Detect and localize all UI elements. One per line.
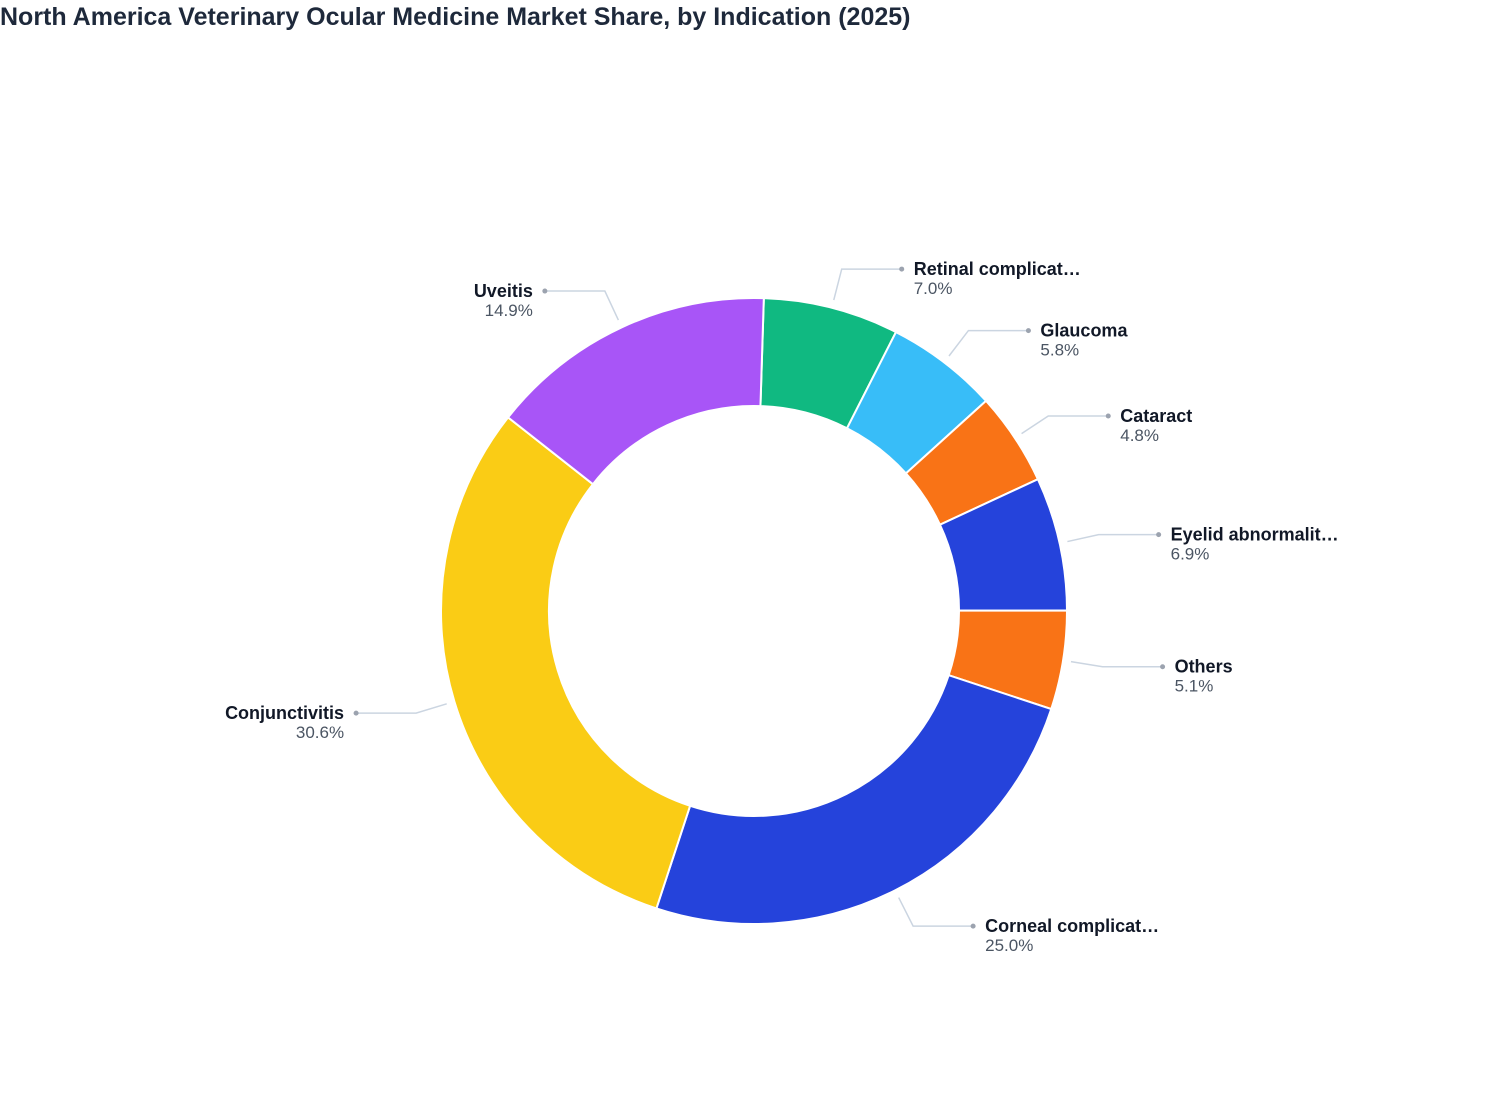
slice-value: 5.1%: [1175, 677, 1214, 696]
donut-slice: [655, 673, 1053, 925]
leader-line: [544, 290, 620, 321]
leader-dot: [1105, 413, 1111, 419]
slice-label: Glaucoma: [1040, 321, 1128, 341]
leader-dot: [542, 288, 548, 294]
donut-slice: [506, 297, 765, 486]
leader-line: [1021, 415, 1109, 435]
leader-line: [1070, 660, 1163, 668]
slice-value: 6.9%: [1171, 545, 1210, 564]
slice-value: 25.0%: [985, 936, 1033, 955]
slice-label: Conjunctivitis: [225, 703, 344, 723]
slice-label: Uveitis: [474, 281, 533, 301]
leader-line: [833, 268, 902, 301]
slice-value: 30.6%: [296, 723, 344, 742]
slice-value: 4.8%: [1120, 426, 1159, 445]
slice-label: Cataract: [1120, 406, 1192, 426]
leader-dot: [899, 266, 905, 272]
leader-line: [356, 703, 447, 714]
leader-line: [1067, 533, 1159, 543]
donut-slice: [440, 415, 692, 910]
leader-dot: [1025, 328, 1031, 334]
slice-label: Others: [1175, 657, 1233, 677]
slice-label: Corneal complicat…: [985, 916, 1159, 936]
slice-label: Eyelid abnormalit…: [1171, 525, 1339, 545]
slice-value: 14.9%: [485, 301, 533, 320]
leader-dot: [970, 923, 976, 929]
slice-label: Retinal complicat…: [914, 259, 1081, 279]
leader-line: [898, 897, 974, 927]
leader-dot: [1160, 664, 1166, 670]
leader-line: [948, 329, 1029, 357]
slice-value: 5.8%: [1040, 341, 1079, 360]
leader-dot: [1156, 532, 1162, 538]
leader-dot: [353, 710, 359, 716]
chart-title: North America Veterinary Ocular Medicine…: [0, 3, 911, 31]
slice-value: 7.0%: [914, 279, 953, 298]
